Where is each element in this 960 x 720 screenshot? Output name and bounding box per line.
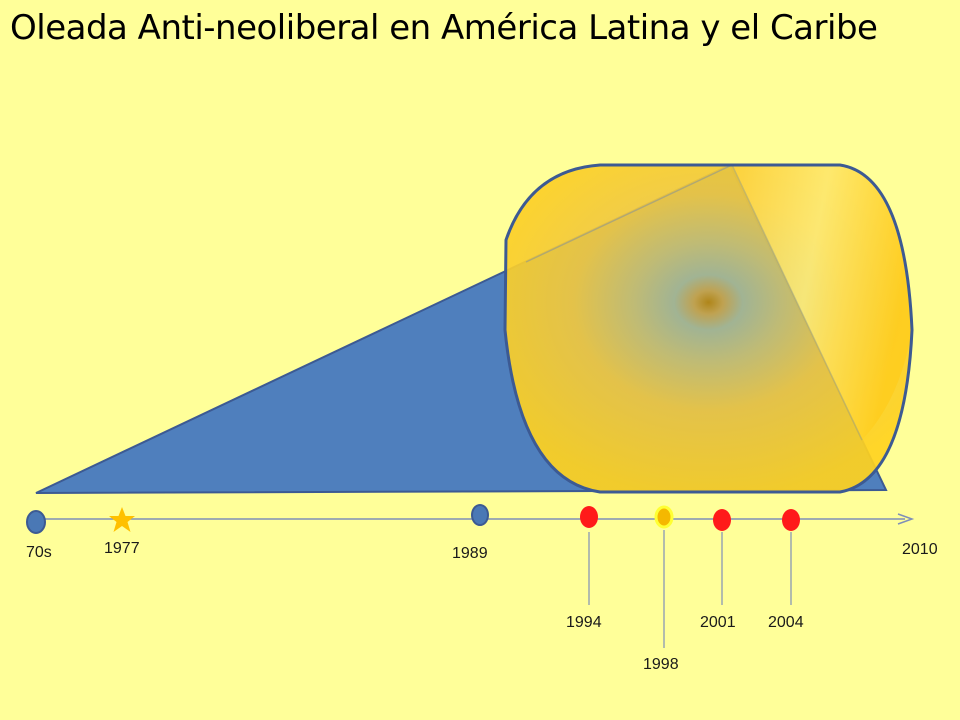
label-1989: 1989	[452, 545, 488, 562]
marker-1989-dot	[471, 504, 489, 526]
label-2001: 2001	[700, 614, 736, 631]
marker-1994-dot	[580, 506, 598, 528]
timeline-arrow-icon	[897, 513, 915, 525]
marker-2001-dot	[713, 509, 731, 531]
label-1977: 1977	[104, 540, 140, 557]
marker-2004-dot	[782, 509, 800, 531]
marker-1977-star-icon	[109, 507, 135, 532]
marker-70s-dot	[26, 510, 46, 534]
marker-1998-dot	[654, 505, 674, 529]
label-1994: 1994	[566, 614, 602, 631]
label-2004: 2004	[768, 614, 804, 631]
label-2010: 2010	[902, 541, 938, 558]
slide-title: Oleada Anti-neoliberal en América Latina…	[10, 8, 878, 48]
yellow-sun-circle	[503, 163, 914, 494]
label-70s: 70s	[26, 544, 52, 561]
label-1998: 1998	[643, 656, 679, 673]
